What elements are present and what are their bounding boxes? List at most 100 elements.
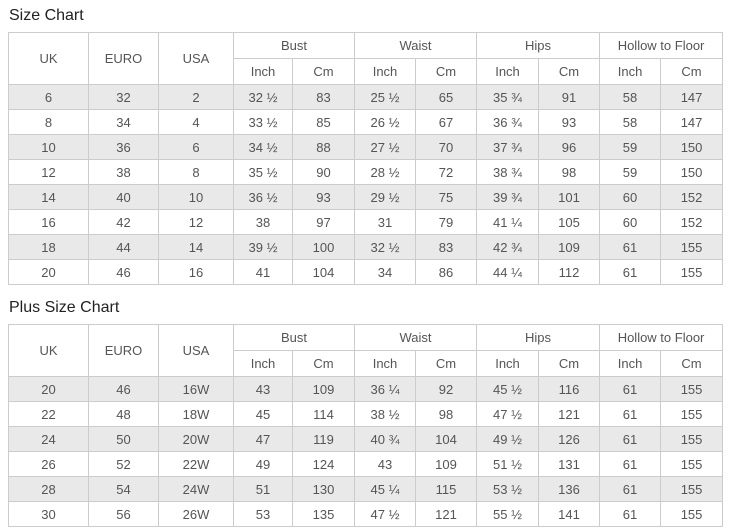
plus-size-chart-table: UK EURO USA Bust Waist Hips Hollow to Floor Inc…: [8, 324, 724, 527]
table-row: 28 54 24W 51 130 45 ¼ 115 53 ½ 136 61 155: [8, 476, 724, 502]
table-cell: 46: [88, 376, 159, 402]
unit-header-cm: Cm: [291, 58, 356, 85]
table-cell: 54: [88, 476, 159, 502]
table-cell: 61: [599, 501, 662, 527]
table-cell: 61: [599, 451, 662, 477]
table-cell: 53 ½: [476, 476, 540, 502]
table-cell: 20: [8, 376, 89, 402]
table-cell: 18W: [158, 401, 234, 427]
table-row: 16 42 12 38 97 31 79 41 ¼ 105 60 152: [8, 209, 724, 235]
table-cell: 49 ½: [476, 426, 540, 452]
table-cell: 152: [660, 184, 724, 210]
table-cell: 14: [158, 234, 234, 260]
table-cell: 104: [291, 259, 356, 285]
table-cell: 25 ½: [354, 84, 417, 110]
table-row: 22 48 18W 45 114 38 ½ 98 47 ½ 121 61 155: [8, 401, 724, 427]
table-cell: 49: [233, 451, 293, 477]
table-cell: 2: [158, 84, 234, 110]
table-cell: 40 ¾: [354, 426, 417, 452]
table-cell: 65: [415, 84, 478, 110]
header-row-groups: UK EURO USA Bust Waist Hips Hollow to Floor: [8, 324, 724, 377]
unit-header-inch: Inch: [233, 58, 293, 85]
table-cell: 24W: [158, 476, 234, 502]
table-cell: 79: [415, 209, 478, 235]
unit-header-cm: Cm: [415, 58, 478, 85]
table-cell: 126: [538, 426, 601, 452]
table-cell: 36 ½: [233, 184, 293, 210]
table-row: 6 32 2 32 ½ 83 25 ½ 65 35 ¾ 91 58 147: [8, 84, 724, 110]
table-cell: 97: [291, 209, 356, 235]
group-header-waist: Waist: [354, 324, 478, 351]
table-cell: 30: [8, 501, 89, 527]
plus-size-chart-title: Plus Size Chart: [9, 299, 120, 316]
table-cell: 36 ¼: [354, 376, 417, 402]
table-cell: 32: [88, 84, 159, 110]
table-cell: 59: [599, 134, 662, 160]
table-cell: 150: [660, 134, 724, 160]
table-cell: 47 ½: [354, 501, 417, 527]
table-cell: 90: [291, 159, 356, 185]
table-cell: 29 ½: [354, 184, 417, 210]
table-cell: 124: [291, 451, 356, 477]
table-cell: 45 ¼: [354, 476, 417, 502]
table-cell: 119: [291, 426, 356, 452]
table-cell: 18: [8, 234, 89, 260]
table-cell: 105: [538, 209, 601, 235]
table-cell: 10: [8, 134, 89, 160]
table-cell: 26W: [158, 501, 234, 527]
table-cell: 51 ½: [476, 451, 540, 477]
table-cell: 24: [8, 426, 89, 452]
group-header-hips: Hips: [476, 32, 601, 59]
table-cell: 98: [415, 401, 478, 427]
table-cell: 75: [415, 184, 478, 210]
table-cell: 36 ¾: [476, 109, 540, 135]
table-cell: 55 ½: [476, 501, 540, 527]
unit-header-cm: Cm: [538, 350, 601, 377]
table-cell: 41: [233, 259, 293, 285]
table-cell: 58: [599, 109, 662, 135]
column-header-uk: UK: [8, 32, 89, 85]
table-cell: 38: [88, 159, 159, 185]
table-cell: 155: [660, 259, 724, 285]
column-header-uk: UK: [8, 324, 89, 377]
table-cell: 60: [599, 184, 662, 210]
group-header-waist: Waist: [354, 32, 478, 59]
table-cell: 4: [158, 109, 234, 135]
table-row: 20 46 16W 43 109 36 ¼ 92 45 ½ 116 61 155: [8, 376, 724, 402]
table-cell: 47 ½: [476, 401, 540, 427]
table-cell: 86: [415, 259, 478, 285]
table-cell: 58: [599, 84, 662, 110]
table-cell: 98: [538, 159, 601, 185]
column-header-usa: USA: [158, 32, 234, 85]
table-cell: 147: [660, 109, 724, 135]
table-cell: 38 ¾: [476, 159, 540, 185]
table-cell: 35 ¾: [476, 84, 540, 110]
table-cell: 33 ½: [233, 109, 293, 135]
table-cell: 104: [415, 426, 478, 452]
table-cell: 42: [88, 209, 159, 235]
table-row: 12 38 8 35 ½ 90 28 ½ 72 38 ¾ 98 59 150: [8, 159, 724, 185]
table-cell: 155: [660, 376, 724, 402]
table-cell: 38 ½: [354, 401, 417, 427]
table-cell: 141: [538, 501, 601, 527]
table-cell: 41 ¼: [476, 209, 540, 235]
table-cell: 147: [660, 84, 724, 110]
group-header-hollow-to-floor: Hollow to Floor: [599, 32, 724, 59]
table-cell: 50: [88, 426, 159, 452]
table-cell: 20W: [158, 426, 234, 452]
table-cell: 43: [354, 451, 417, 477]
unit-header-cm: Cm: [415, 350, 478, 377]
table-cell: 44: [88, 234, 159, 260]
table-cell: 12: [8, 159, 89, 185]
table-cell: 109: [415, 451, 478, 477]
table-cell: 48: [88, 401, 159, 427]
table-cell: 28 ½: [354, 159, 417, 185]
table-cell: 46: [88, 259, 159, 285]
table-cell: 45: [233, 401, 293, 427]
table-cell: 27 ½: [354, 134, 417, 160]
table-cell: 93: [291, 184, 356, 210]
table-cell: 35 ½: [233, 159, 293, 185]
table-cell: 116: [538, 376, 601, 402]
table-row: 14 40 10 36 ½ 93 29 ½ 75 39 ¾ 101 60 152: [8, 184, 724, 210]
table-cell: 114: [291, 401, 356, 427]
